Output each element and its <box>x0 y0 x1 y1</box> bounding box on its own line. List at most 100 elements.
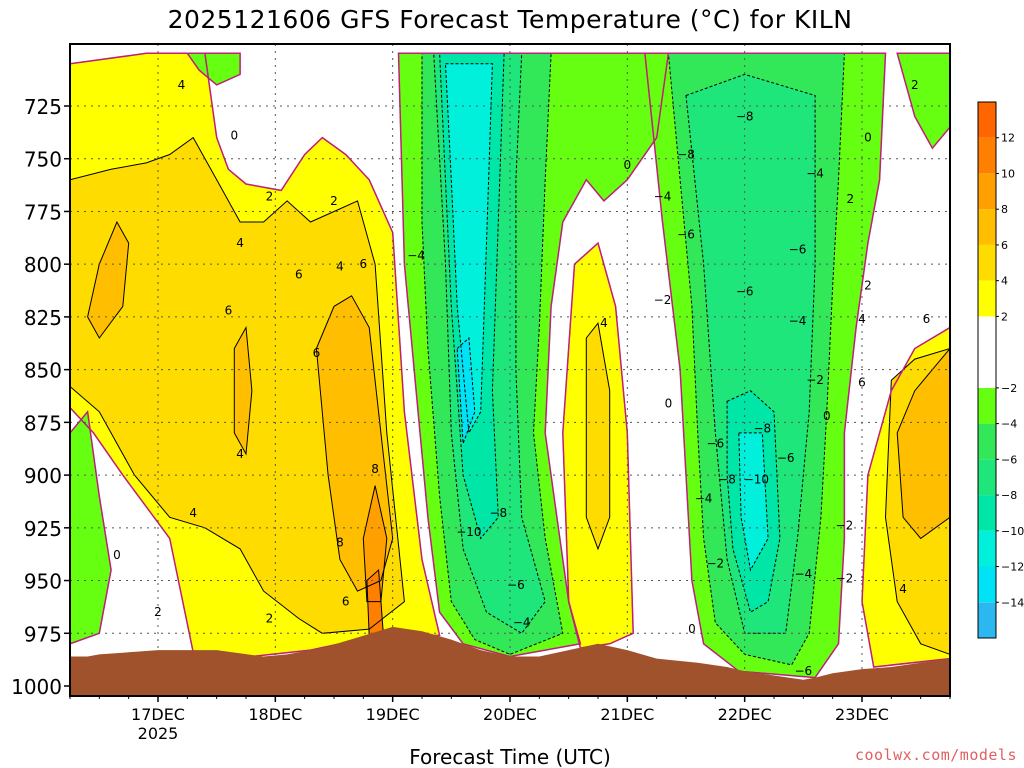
contour-label: 4 <box>236 447 244 461</box>
contour-label: −10 <box>744 472 769 486</box>
contour-label: 2 <box>330 194 338 208</box>
y-tick-label: 850 <box>24 359 62 383</box>
contour-label: −10 <box>456 525 481 539</box>
contour-line <box>667 52 845 666</box>
contour-line <box>421 52 564 655</box>
contour-label: −8 <box>677 148 695 162</box>
contour-label: −4 <box>794 567 812 581</box>
colorbar-tick-label: 4 <box>1001 275 1008 288</box>
x-tick-label: 22DEC <box>718 705 772 724</box>
y-tick-label: 800 <box>24 253 62 277</box>
contour-line <box>433 52 546 634</box>
y-tick-label: 725 <box>24 95 62 119</box>
contour-label: 4 <box>178 78 186 92</box>
y-tick-label: 1000 <box>11 675 62 699</box>
contour-line <box>884 347 950 655</box>
temperature-region <box>363 485 387 602</box>
temperature-region <box>738 432 769 570</box>
contour-line <box>738 432 769 572</box>
colorbar-tick-label: −8 <box>1001 489 1017 502</box>
y-tick-label: 875 <box>24 411 62 435</box>
x-tick-label: 17DEC <box>131 705 185 724</box>
contour-label: −4 <box>806 167 824 181</box>
temperature-region <box>445 63 493 433</box>
contour-label: 4 <box>236 236 244 250</box>
x-axis-title: Forecast Time (UTC) <box>409 745 611 768</box>
contour-label: −2 <box>654 293 672 307</box>
zero-isotherm <box>185 52 241 86</box>
y-tick-label: 900 <box>24 464 62 488</box>
contour-line <box>444 63 493 435</box>
contour-label: −8 <box>753 422 771 436</box>
y-tick-label: 950 <box>24 570 62 594</box>
zero-isotherm <box>861 326 950 668</box>
x-tick-label: 20DEC <box>483 705 537 724</box>
contour-line <box>439 52 505 540</box>
colorbar-swatch <box>978 209 996 245</box>
colorbar-swatch <box>978 495 996 531</box>
colorbar-swatch <box>978 244 996 281</box>
colorbar-tick-label: 12 <box>1001 132 1015 145</box>
colorbar-frame <box>977 101 997 639</box>
contour-label: 8 <box>371 462 379 476</box>
contour-label: 6 <box>225 304 233 318</box>
colorbar-tick-label: 6 <box>1001 239 1008 252</box>
contour-label: 4 <box>858 312 866 326</box>
contour-label: 2 <box>846 192 854 206</box>
contour-label: 0 <box>823 409 831 423</box>
contour-line <box>726 390 781 613</box>
colorbar-tick-label: 2 <box>1001 310 1008 323</box>
colorbar-tick-label: −12 <box>1001 561 1024 574</box>
contour-label: 0 <box>230 129 238 143</box>
colorbar-swatch <box>978 387 996 424</box>
x-tick-label: 18DEC <box>248 705 302 724</box>
contour-label: 4 <box>336 259 344 273</box>
temperature-region <box>457 338 475 444</box>
contour-line <box>685 73 816 634</box>
contour-line <box>585 322 611 551</box>
colorbar-swatch <box>978 173 996 210</box>
contour-label: 2 <box>266 612 274 626</box>
temperature-region <box>366 570 384 636</box>
contour-label: 6 <box>313 346 321 360</box>
contour-label: −2 <box>706 557 724 571</box>
contour-line <box>456 336 476 444</box>
contour-label: 6 <box>342 595 350 609</box>
temperature-region <box>187 53 241 85</box>
zero-isotherm <box>644 52 887 679</box>
colorbar-tick-label: 10 <box>1001 167 1015 180</box>
contour-label: −6 <box>777 451 795 465</box>
contour-label: −6 <box>706 437 724 451</box>
contour-line <box>896 347 950 540</box>
colorbar-tick-label: −2 <box>1001 382 1017 395</box>
colorbar-tick-label: 8 <box>1001 203 1008 216</box>
x-tick-label: 21DEC <box>600 705 654 724</box>
contour-label: −6 <box>677 228 695 242</box>
temperature-region <box>686 74 816 634</box>
contour-label: −6 <box>736 285 754 299</box>
contour-label: −4 <box>513 616 531 630</box>
colorbar-swatch <box>978 602 996 638</box>
contour-label: −6 <box>789 242 807 256</box>
zero-isotherm <box>70 410 112 645</box>
contour-label: 6 <box>295 268 303 282</box>
contour-label: 0 <box>864 131 872 145</box>
contour-label: −4 <box>789 314 807 328</box>
colorbar-tick-label: −10 <box>1001 525 1024 538</box>
temperature-region <box>586 323 610 549</box>
contour-label: 4 <box>899 582 907 596</box>
contour-label: 4 <box>600 316 608 330</box>
contour-label: −2 <box>806 373 824 387</box>
zero-isotherm <box>562 241 634 649</box>
contour-label: 0 <box>113 548 121 562</box>
contour-label: −8 <box>736 110 754 124</box>
colorbar-tick-label: −14 <box>1001 596 1024 609</box>
contour-label: 4 <box>189 506 197 520</box>
colorbar-swatch <box>978 102 996 138</box>
contour-label: 2 <box>864 278 872 292</box>
contour-line-layer <box>70 52 950 679</box>
color-legend: 12 10 8 6 4 2 −2 −4 −6 −8 −10 −12 −14 <box>977 101 1024 639</box>
